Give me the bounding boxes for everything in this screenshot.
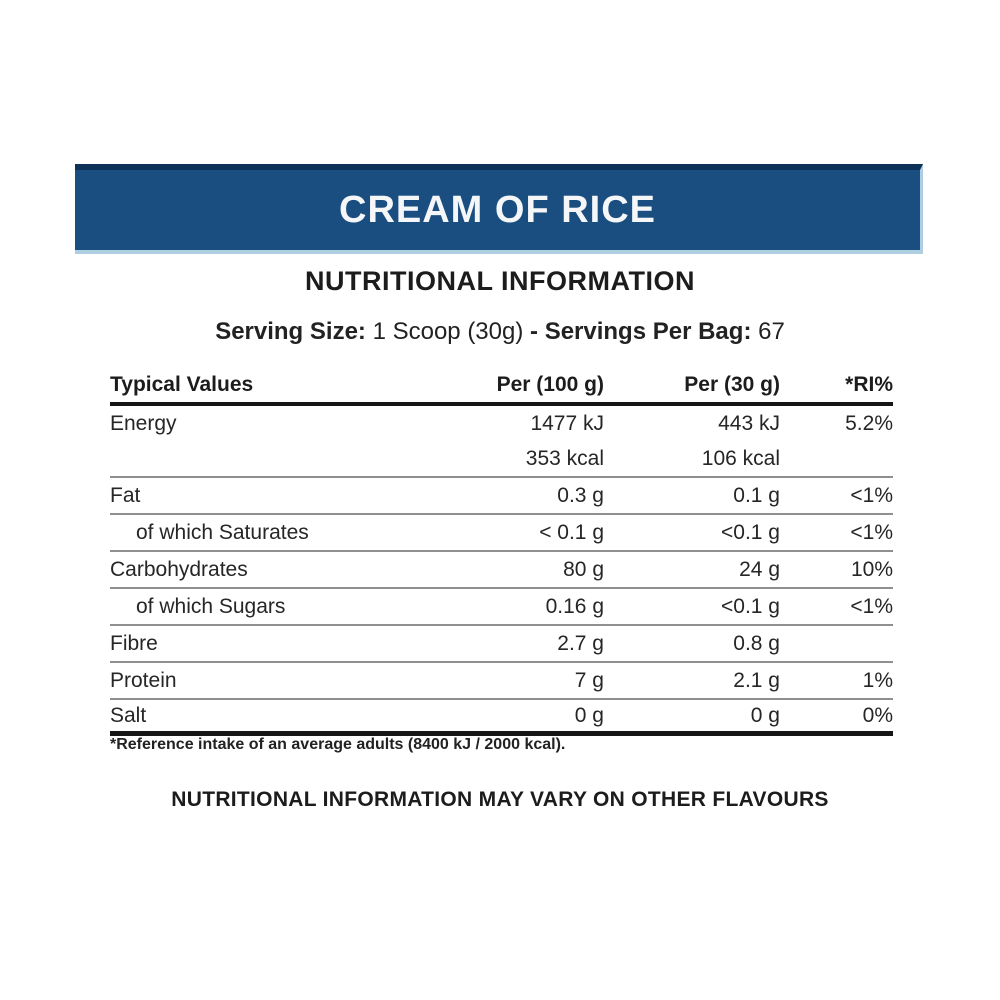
value-per-100g: 0.16 g <box>545 594 604 618</box>
value-per-30g: 106 kcal <box>701 446 780 470</box>
value-per-30g: 0 g <box>750 703 780 727</box>
product-banner: CREAM OF RICE <box>75 164 923 254</box>
table-row-protein: Protein 7 g 2.1 g 1% <box>110 663 893 700</box>
value-ri: 0% <box>862 703 893 727</box>
table-row-carbohydrates: Carbohydrates 80 g 24 g 10% <box>110 552 893 589</box>
serving-size-value: 1 Scoop (30g) <box>372 318 524 345</box>
value-per-100g: 7 g <box>574 668 604 692</box>
value-per-100g: 1477 kJ <box>530 411 604 435</box>
product-title: CREAM OF RICE <box>339 189 656 231</box>
value-ri: <1% <box>850 483 893 507</box>
serving-info: Serving Size: 1 Scoop (30g) - Servings P… <box>0 318 1000 346</box>
value-per-100g: 80 g <box>563 557 604 581</box>
table-header-row: Typical Values Per (100 g) Per (30 g) *R… <box>110 368 893 406</box>
table-row-salt: Salt 0 g 0 g 0% <box>110 700 893 736</box>
value-per-30g: <0.1 g <box>721 594 780 618</box>
table-row-fat: Fat 0.3 g 0.1 g <1% <box>110 478 893 515</box>
table-row-energy-kj: Energy 1477 kJ 443 kJ 5.2% <box>110 406 893 441</box>
value-per-30g: <0.1 g <box>721 520 780 544</box>
table-row-energy-kcal: 353 kcal 106 kcal <box>110 441 893 478</box>
value-per-30g: 443 kJ <box>718 411 780 435</box>
nutrient-name: Fat <box>110 483 141 507</box>
value-per-100g: 2.7 g <box>557 631 604 655</box>
value-per-30g: 24 g <box>739 557 780 581</box>
value-ri: <1% <box>850 594 893 618</box>
servings-per-bag-label: Servings Per Bag: <box>544 318 752 345</box>
serving-size-label: Serving Size: <box>215 318 366 345</box>
value-per-100g: 353 kcal <box>525 446 604 470</box>
col-header-per-100g: Per (100 g) <box>496 373 604 396</box>
nutrient-name: of which Saturates <box>136 520 309 544</box>
flavour-disclaimer: NUTRITIONAL INFORMATION MAY VARY ON OTHE… <box>171 788 829 811</box>
value-per-100g: 0 g <box>574 703 604 727</box>
table-row-fibre: Fibre 2.7 g 0.8 g <box>110 626 893 663</box>
section-heading: NUTRITIONAL INFORMATION <box>305 266 695 296</box>
value-ri: 5.2% <box>845 411 893 435</box>
nutrient-name: Carbohydrates <box>110 557 248 581</box>
servings-per-bag-value: 67 <box>758 318 785 345</box>
value-per-100g: 0.3 g <box>557 483 604 507</box>
nutrition-table: Typical Values Per (100 g) Per (30 g) *R… <box>110 368 893 736</box>
nutrient-name: Salt <box>110 703 147 727</box>
serving-separator: - <box>530 318 539 345</box>
table-row-saturates: of which Saturates < 0.1 g <0.1 g <1% <box>110 515 893 552</box>
value-per-100g: < 0.1 g <box>539 520 604 544</box>
col-header-typical-values: Typical Values <box>110 373 254 396</box>
nutrient-name: Energy <box>110 411 177 435</box>
value-ri: 1% <box>862 668 893 692</box>
nutrient-name: Protein <box>110 668 177 692</box>
value-per-30g: 2.1 g <box>733 668 780 692</box>
nutrient-name: of which Sugars <box>136 594 286 618</box>
reference-intake-footnote: *Reference intake of an average adults (… <box>110 736 566 753</box>
value-ri: 10% <box>850 557 893 581</box>
value-per-30g: 0.8 g <box>733 631 780 655</box>
table-row-sugars: of which Sugars 0.16 g <0.1 g <1% <box>110 589 893 626</box>
value-per-30g: 0.1 g <box>733 483 780 507</box>
col-header-ri-percent: *RI% <box>845 373 893 396</box>
value-ri: <1% <box>850 520 893 544</box>
col-header-per-30g: Per (30 g) <box>684 373 780 396</box>
nutrient-name: Fibre <box>110 631 158 655</box>
